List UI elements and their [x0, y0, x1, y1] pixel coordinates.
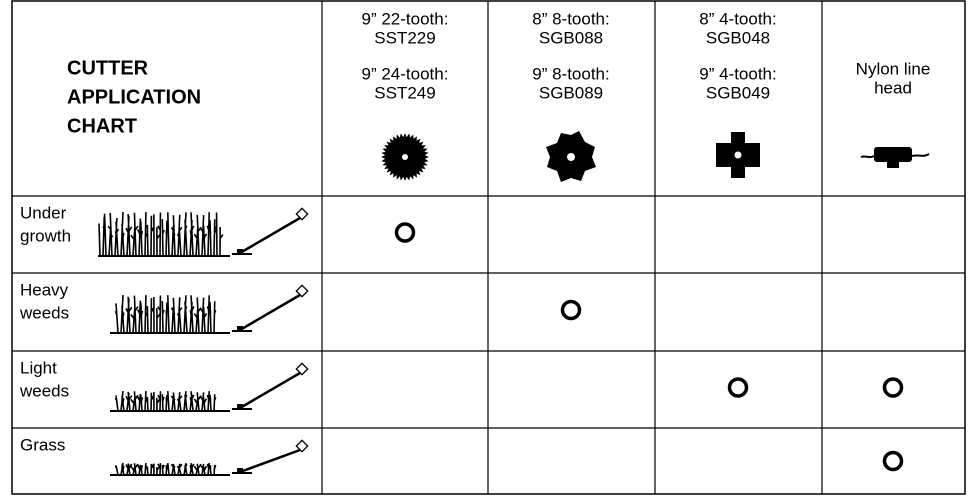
column-header: 9” 4-tooth: [699, 64, 777, 83]
row-label: growth [20, 226, 71, 245]
plants [114, 390, 217, 412]
column-header: 9” 22-tooth: [362, 9, 449, 28]
table-grid [11, 0, 966, 495]
trimmer-guard [237, 404, 243, 410]
column-header: 9” 24-tooth: [362, 64, 449, 83]
application-mark [394, 222, 416, 243]
column-header: head [874, 78, 912, 97]
eight-tooth-blade-icon [546, 131, 596, 182]
row-label: Heavy [20, 280, 69, 299]
row-label: Under [20, 203, 67, 222]
trimmer-guard [237, 468, 243, 474]
trimmer-guard [237, 326, 243, 332]
application-mark [560, 299, 582, 321]
column-header: SST249 [374, 83, 435, 102]
column-header: 8” 8-tooth: [532, 9, 610, 28]
trimmer-shaft [239, 448, 301, 474]
trimmer-handle [295, 362, 309, 376]
application-mark [882, 450, 904, 472]
row-label: weeds [19, 381, 69, 400]
trimmer-handle [295, 207, 309, 221]
title-line: CHART [67, 115, 137, 137]
title-line: CUTTER [67, 57, 149, 79]
row-label: Light [20, 358, 57, 377]
column-header: 8” 4-tooth: [699, 9, 777, 28]
column-header: SGB088 [539, 28, 603, 47]
column-header: SGB049 [706, 83, 770, 102]
four-tooth-blade-icon [716, 132, 760, 178]
row-label: Grass [20, 435, 65, 454]
column-header: Nylon line [856, 59, 931, 78]
trimmer-handle [295, 284, 309, 298]
application-mark [882, 377, 904, 398]
column-header: SGB048 [706, 28, 770, 47]
plants [98, 212, 224, 257]
nylon-head-icon [860, 147, 930, 168]
row-label: weeds [19, 303, 69, 322]
title-line: APPLICATION [67, 86, 201, 108]
trimmer-shaft [239, 216, 301, 255]
column-header: 9” 8-tooth: [532, 64, 610, 83]
saw-hole [402, 154, 408, 160]
vegetation-illustrations [98, 207, 309, 476]
trimmer-shaft [239, 371, 301, 410]
trimmer-shaft [239, 293, 301, 332]
application-mark [727, 377, 749, 398]
column-header: SGB089 [539, 83, 603, 102]
column-header: SST229 [374, 28, 435, 47]
plants [114, 294, 217, 334]
trimmer-handle [295, 439, 309, 453]
plants [114, 462, 217, 476]
blade-icons [381, 131, 930, 182]
saw-blade-icon [381, 133, 429, 181]
trimmer-guard [237, 249, 243, 255]
